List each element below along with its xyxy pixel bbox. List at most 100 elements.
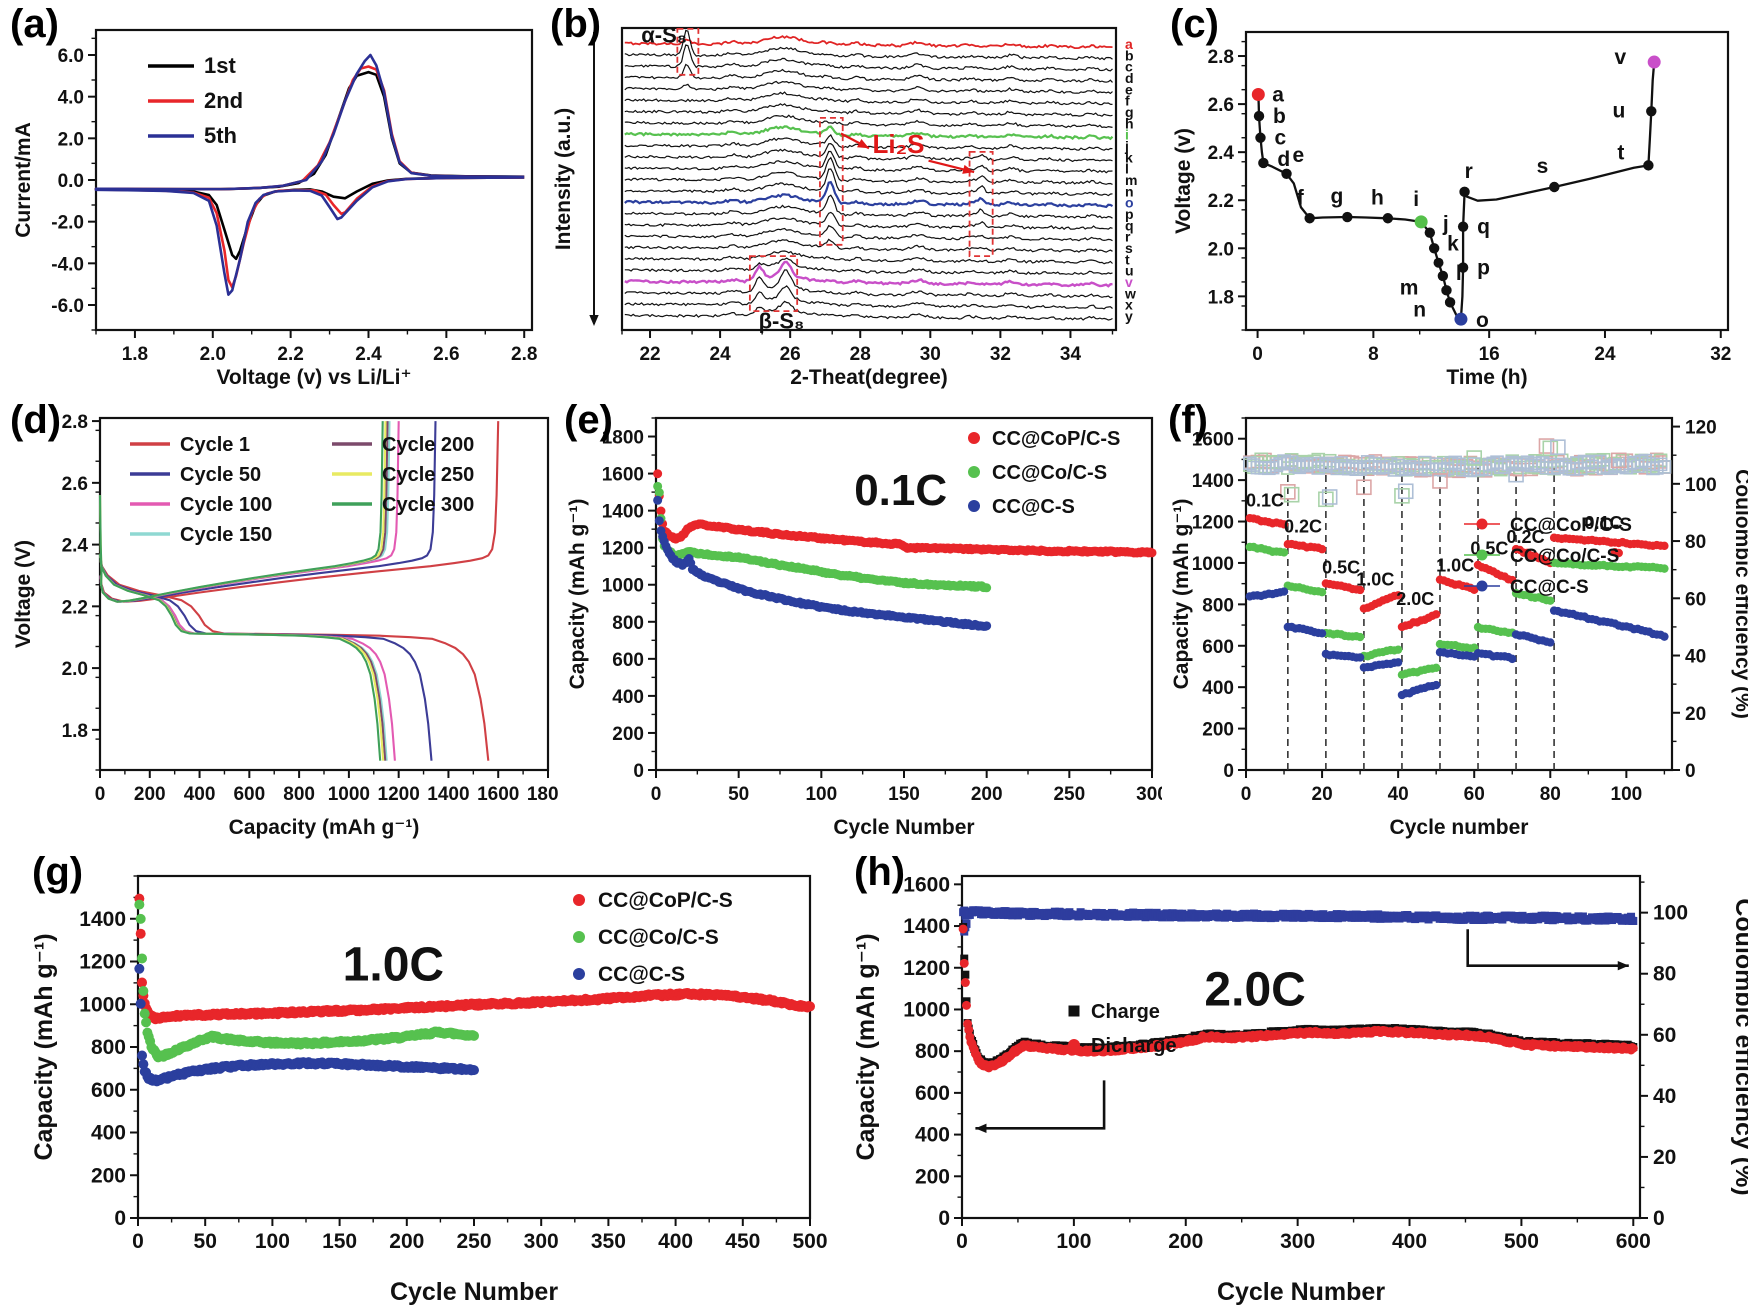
- svg-text:400: 400: [184, 784, 216, 805]
- svg-text:1200: 1200: [1192, 513, 1234, 534]
- svg-text:1600: 1600: [602, 465, 644, 486]
- svg-text:Cycle 1: Cycle 1: [180, 434, 250, 456]
- svg-text:80: 80: [1540, 784, 1561, 805]
- svg-text:600: 600: [91, 1079, 126, 1102]
- svg-text:200: 200: [612, 724, 644, 745]
- svg-text:20: 20: [1312, 784, 1333, 805]
- svg-text:200: 200: [1168, 1230, 1203, 1253]
- svg-text:1600: 1600: [903, 873, 950, 896]
- svg-text:24: 24: [1594, 344, 1616, 365]
- svg-text:1400: 1400: [79, 908, 126, 931]
- svg-text:2.8: 2.8: [511, 344, 537, 365]
- svg-text:c: c: [1125, 59, 1133, 75]
- svg-text:100: 100: [255, 1230, 290, 1253]
- svg-text:60: 60: [1685, 589, 1706, 610]
- svg-text:20: 20: [1685, 704, 1706, 725]
- svg-text:0: 0: [114, 1207, 126, 1230]
- svg-text:600: 600: [1616, 1230, 1651, 1253]
- svg-text:CC@Co/C-S: CC@Co/C-S: [992, 462, 1107, 484]
- svg-text:600: 600: [612, 650, 644, 671]
- svg-text:Capacity (mAh g⁻¹): Capacity (mAh g⁻¹): [1170, 499, 1193, 690]
- svg-text:26: 26: [780, 344, 801, 365]
- svg-text:l: l: [1456, 262, 1462, 285]
- svg-text:100: 100: [1056, 1230, 1091, 1253]
- svg-text:Cycle number: Cycle number: [1390, 816, 1529, 839]
- svg-text:2.2: 2.2: [62, 597, 88, 618]
- svg-text:1000: 1000: [1192, 554, 1234, 575]
- svg-text:2.8: 2.8: [1208, 47, 1234, 68]
- svg-text:2.0: 2.0: [62, 659, 88, 680]
- svg-text:1200: 1200: [903, 957, 950, 980]
- svg-text:b: b: [1273, 105, 1286, 128]
- svg-text:300: 300: [1280, 1230, 1315, 1253]
- svg-text:1.0C: 1.0C: [1356, 570, 1394, 590]
- svg-text:x: x: [1125, 297, 1133, 313]
- panel-d: (d) 0 200 400 600 800 1000 1200 1400 1600 1800 1.8…: [8, 398, 558, 846]
- svg-text:50: 50: [728, 784, 749, 805]
- svg-text:v: v: [1614, 46, 1626, 69]
- svg-text:1400: 1400: [602, 502, 644, 523]
- svg-text:β-S₈: β-S₈: [759, 308, 805, 333]
- svg-text:800: 800: [91, 1036, 126, 1059]
- svg-text:40: 40: [1388, 784, 1409, 805]
- svg-text:1.0C: 1.0C: [343, 939, 444, 992]
- svg-text:Dicharge: Dicharge: [1091, 1035, 1177, 1057]
- panel-a-chart: 1.8 2.0 2.2 2.4 2.6 2.8 -6.0 -4.0 -2.0 0.0 2.0 4.0 6…: [12, 28, 537, 389]
- svg-text:u: u: [1125, 263, 1134, 279]
- svg-text:g: g: [1125, 104, 1134, 120]
- svg-text:0.0: 0.0: [58, 171, 84, 192]
- panel-c-chart: 0 8 16 24 32 1.8 2.0 2.2 2.4 2.6 2.8 Time (h) Voltag…: [1172, 30, 1731, 389]
- svg-text:j: j: [1124, 138, 1129, 154]
- svg-text:0.1C: 0.1C: [1246, 491, 1284, 511]
- svg-text:n: n: [1413, 298, 1426, 321]
- panel-c-label: (c): [1170, 2, 1219, 46]
- panel-b-chart: 22 24 26 28 30 32 34 2-Theat(degree) Intensity (…: [552, 22, 1137, 389]
- panel-a-label: (a): [10, 2, 59, 46]
- panel-a: (a) 1.8 2.0 2.2 2.4 2.6 2.8 -6.0 -4.0 -2.0 0.0 2.0…: [8, 2, 542, 396]
- svg-text:CC@C-S: CC@C-S: [598, 963, 685, 986]
- svg-text:24: 24: [710, 344, 732, 365]
- svg-text:0.5C: 0.5C: [1322, 557, 1360, 577]
- svg-text:1st: 1st: [204, 53, 236, 78]
- svg-text:1.8: 1.8: [1208, 287, 1234, 308]
- svg-text:400: 400: [91, 1122, 126, 1145]
- svg-text:200: 200: [915, 1165, 950, 1188]
- svg-text:y: y: [1125, 308, 1133, 324]
- svg-text:0: 0: [1223, 761, 1234, 782]
- svg-text:-4.0: -4.0: [51, 254, 84, 275]
- svg-text:d: d: [1277, 148, 1290, 171]
- svg-text:1200: 1200: [602, 539, 644, 560]
- svg-text:32: 32: [990, 344, 1011, 365]
- svg-text:p: p: [1477, 257, 1490, 280]
- svg-text:250: 250: [456, 1230, 491, 1253]
- svg-text:Intensity (a.u.): Intensity (a.u.): [552, 108, 575, 250]
- svg-text:Capacity (mAh g⁻¹): Capacity (mAh g⁻¹): [852, 933, 880, 1160]
- svg-text:Current/mA: Current/mA: [12, 122, 35, 238]
- svg-text:0: 0: [1685, 761, 1696, 782]
- panel-b-label: (b): [550, 2, 602, 46]
- svg-text:50: 50: [194, 1230, 217, 1253]
- svg-text:4.0: 4.0: [58, 88, 84, 109]
- svg-text:Cycle 200: Cycle 200: [382, 434, 474, 456]
- svg-text:800: 800: [283, 784, 315, 805]
- svg-text:Charge: Charge: [1091, 1001, 1160, 1023]
- svg-text:40: 40: [1653, 1085, 1676, 1108]
- svg-text:2.0C: 2.0C: [1204, 963, 1305, 1016]
- svg-text:t: t: [1125, 251, 1130, 267]
- svg-text:1400: 1400: [903, 915, 950, 938]
- svg-text:1400: 1400: [1192, 471, 1234, 492]
- svg-text:2.8: 2.8: [62, 412, 88, 433]
- svg-text:250: 250: [1053, 784, 1085, 805]
- svg-text:0.1C: 0.1C: [1585, 513, 1623, 533]
- svg-text:c: c: [1274, 127, 1286, 150]
- svg-text:200: 200: [1202, 720, 1234, 741]
- svg-text:100: 100: [1653, 902, 1688, 925]
- svg-text:100: 100: [1611, 784, 1643, 805]
- svg-text:Cycle 50: Cycle 50: [180, 464, 261, 486]
- svg-text:2.0: 2.0: [1208, 239, 1234, 260]
- svg-text:800: 800: [612, 613, 644, 634]
- svg-text:28: 28: [850, 344, 871, 365]
- svg-text:m: m: [1400, 276, 1419, 299]
- svg-text:1400: 1400: [427, 784, 469, 805]
- svg-text:k: k: [1447, 232, 1459, 255]
